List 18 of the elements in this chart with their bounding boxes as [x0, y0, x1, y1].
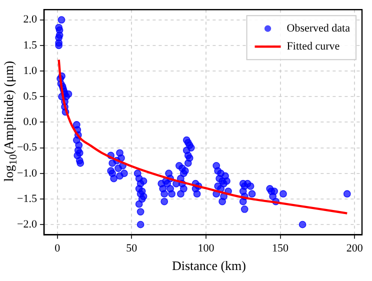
legend-label: Fitted curve — [286, 40, 340, 52]
legend-label: Observed data — [286, 22, 350, 34]
x-tick-label: 150 — [272, 242, 290, 254]
line-series — [58, 58, 348, 214]
x-tick-label: 100 — [198, 242, 215, 254]
y-tick-label: −0.5 — [16, 142, 38, 154]
y-tick-label: −2.0 — [16, 218, 38, 230]
y-tick-label: −1.0 — [16, 167, 38, 180]
y-tick-label: 0.0 — [23, 116, 38, 128]
y-tick-label: 1.0 — [23, 64, 38, 77]
x-tick-label: 200 — [346, 242, 364, 254]
y-tick-label: 2.0 — [23, 14, 38, 26]
x-tick-label: 50 — [126, 242, 138, 254]
y-tick-label: 1.5 — [23, 39, 38, 52]
y-tick-label: −1.5 — [16, 192, 38, 205]
x-tick-label: 0 — [54, 242, 61, 254]
y-tick-label: 0.5 — [23, 90, 38, 102]
x-axis-title: Distance (km) — [170, 258, 247, 274]
